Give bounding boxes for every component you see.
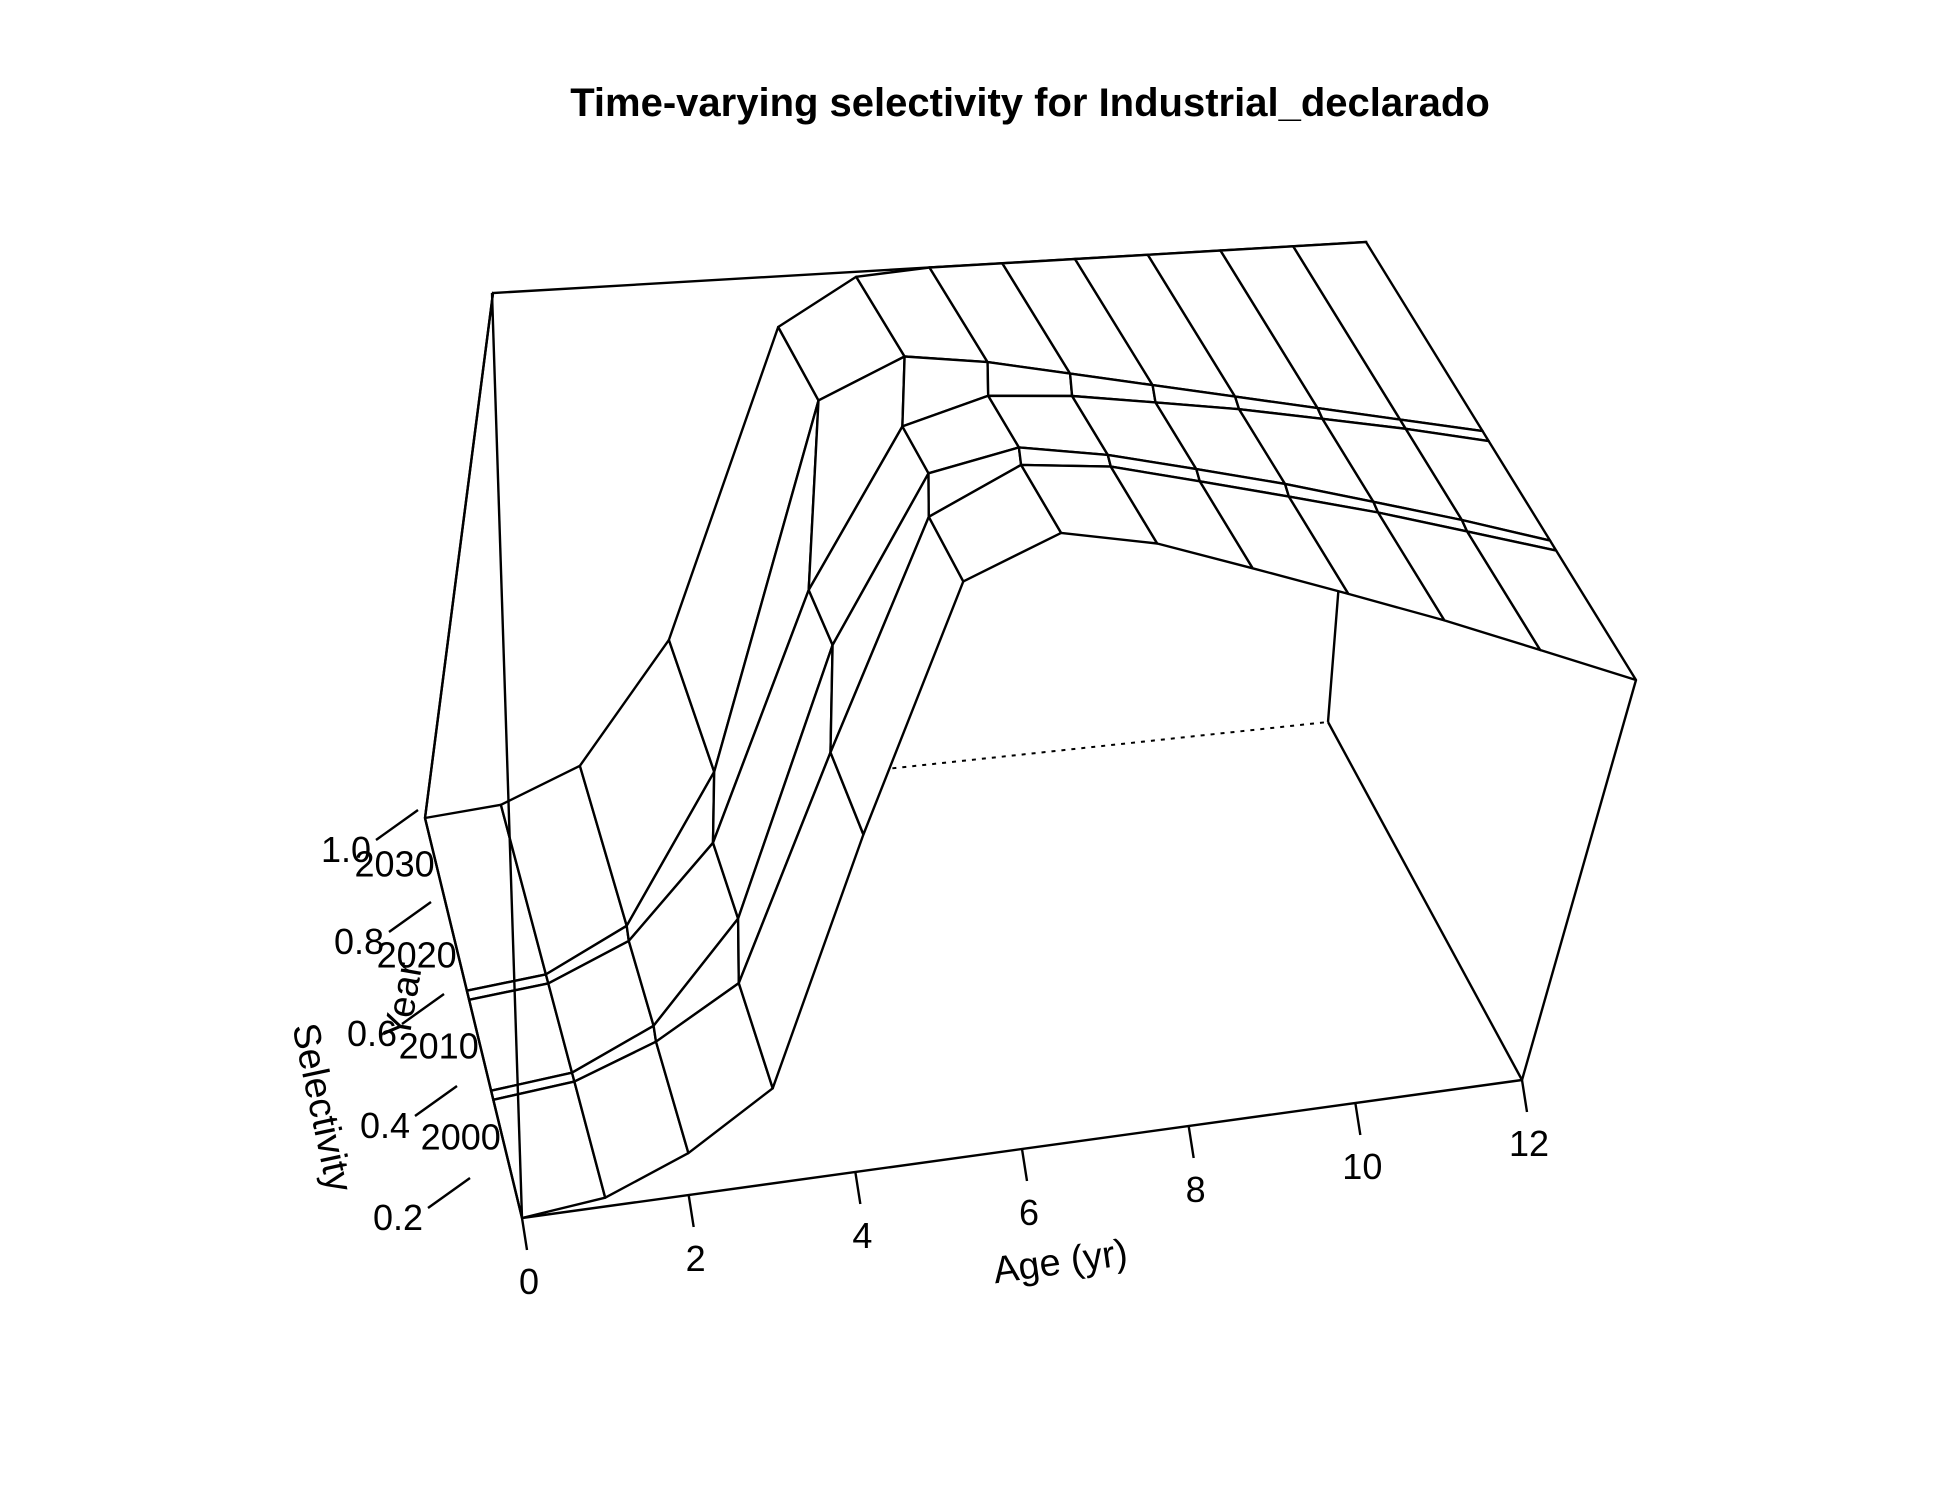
surface-facet [1465, 530, 1638, 682]
box-back-left-vertical [423, 292, 495, 819]
z-tick-label: 0.2 [373, 1197, 423, 1238]
chart-title: Time-varying selectivity for Industrial_… [570, 81, 1490, 125]
y-tick-label: 2030 [355, 844, 435, 885]
x-tick-label: 6 [1019, 1192, 1039, 1233]
y-tick-label: 2010 [399, 1026, 479, 1067]
z-tick [414, 1085, 458, 1117]
x-tick-label: 4 [852, 1215, 872, 1256]
age-axis: 0 2 4 6 8 10 12 [519, 1079, 1549, 1302]
x-tick [1187, 1125, 1195, 1159]
x-tick-label: 12 [1509, 1123, 1549, 1164]
x-tick-label: 2 [686, 1238, 706, 1279]
z-tick [388, 901, 432, 933]
x-tick [687, 1194, 695, 1228]
x-tick-label: 10 [1342, 1146, 1382, 1187]
year-axis: 2000 2010 2020 2030 [355, 844, 501, 1158]
z-tick [427, 1177, 471, 1209]
surface-mesh [423, 240, 1638, 1220]
z-tick [401, 993, 445, 1025]
box-right-floor-edge [1326, 721, 1524, 1081]
box-left-floor-edge [423, 817, 524, 1219]
box-front-right-vertical [1520, 679, 1638, 1081]
x-tick-label: 8 [1186, 1169, 1206, 1210]
z-tick-label: 0.4 [360, 1105, 410, 1146]
x-tick [854, 1171, 862, 1205]
z-tick-label: 0.6 [347, 1013, 397, 1054]
x-tick [1354, 1102, 1362, 1136]
y-tick-label: 2020 [377, 935, 457, 976]
z-tick-label: 0.8 [334, 921, 384, 962]
z-tick-label: 1.0 [321, 829, 371, 870]
x-tick-label: 0 [519, 1261, 539, 1302]
x-axis-label: Age (yr) [990, 1232, 1130, 1292]
x-tick [520, 1217, 529, 1251]
x-tick [1020, 1148, 1029, 1182]
selectivity-axis: 0.2 0.4 0.6 0.8 1.0 [321, 809, 471, 1238]
box-front-left-vertical [490, 292, 524, 1219]
z-tick [375, 809, 419, 841]
x-tick [1520, 1079, 1529, 1113]
y-tick-label: 2000 [421, 1116, 501, 1157]
